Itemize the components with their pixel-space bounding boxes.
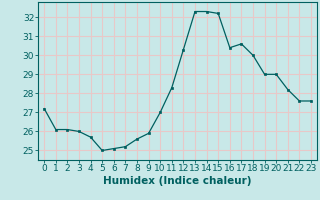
X-axis label: Humidex (Indice chaleur): Humidex (Indice chaleur) [103, 176, 252, 186]
